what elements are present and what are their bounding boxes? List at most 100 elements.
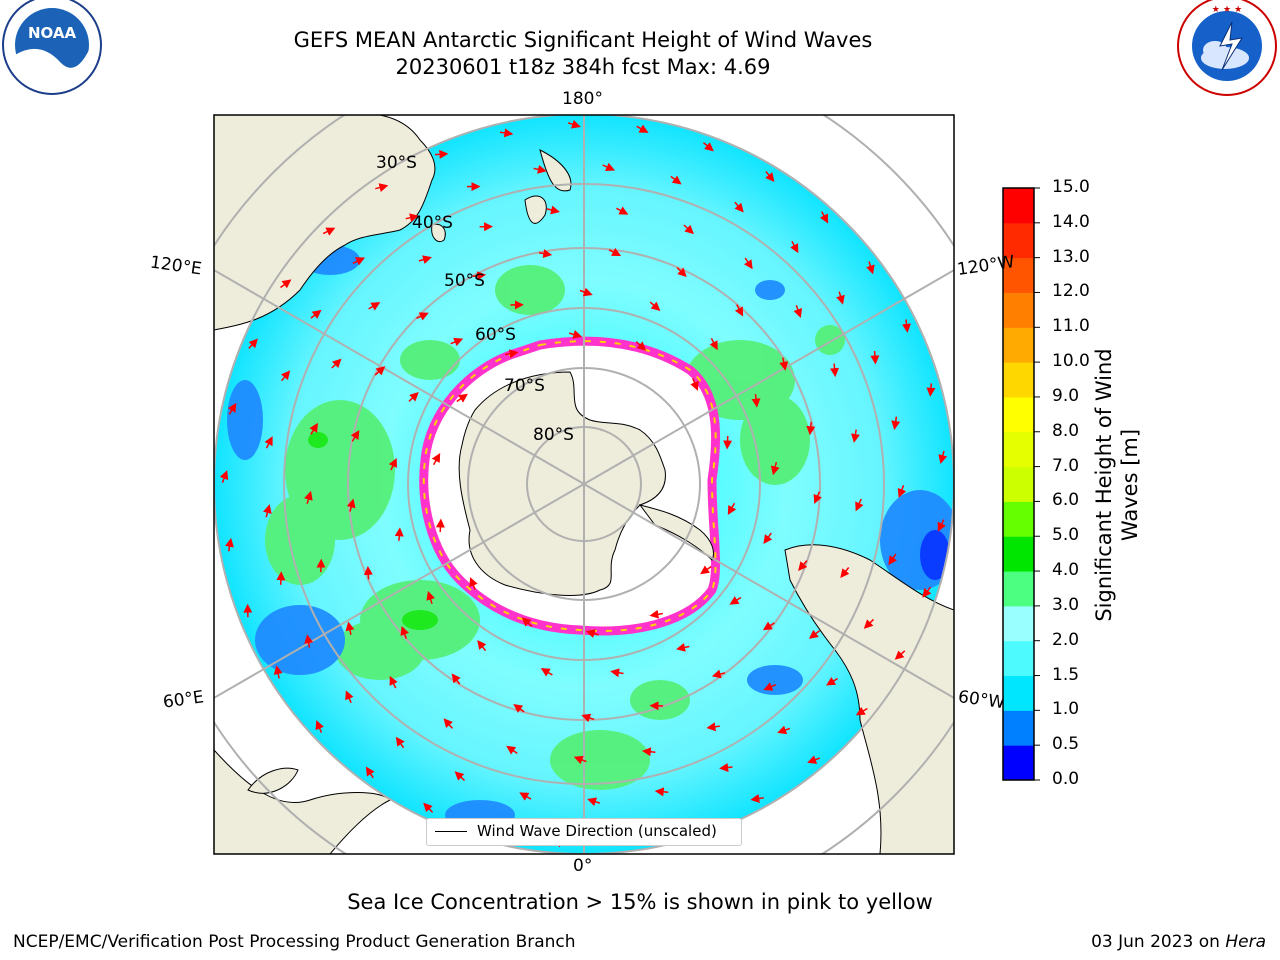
wind-wave-arrow	[273, 665, 283, 679]
antarctica-landmass	[458, 371, 666, 596]
map-legend: Wind Wave Direction (unscaled)	[426, 818, 742, 846]
wind-wave-arrow	[706, 722, 720, 732]
legend-line-swatch	[435, 831, 467, 832]
wind-wave-arrow	[897, 485, 907, 498]
wind-wave-arrow	[499, 128, 514, 138]
chart-subtitle: 20230601 t18z 384h fcst Max: 4.69	[395, 55, 771, 79]
wind-wave-arrow	[423, 802, 434, 813]
wind-wave-arrow	[434, 149, 449, 159]
wind-wave-arrow	[922, 586, 932, 598]
wind-wave-arrow	[826, 677, 838, 686]
wind-wave-arrow	[855, 706, 868, 716]
wind-wave-arrow	[798, 560, 808, 571]
wind-wave-arrow	[723, 435, 733, 450]
wind-wave-arrow	[700, 565, 712, 575]
wind-wave-arrow	[345, 621, 355, 635]
wind-wave-arrow	[394, 527, 404, 541]
colorbar-tick-label: 3.0	[1052, 594, 1080, 615]
wind-wave-arrow	[416, 312, 429, 321]
wind-wave-arrow	[863, 618, 875, 629]
footer-host: Hera	[1225, 932, 1266, 952]
colorbar-segment	[1003, 292, 1034, 328]
wind-wave-arrow	[830, 363, 839, 378]
sea-ice-caption: Sea Ice Concentration > 15% is shown in …	[347, 890, 933, 914]
colorbar-tick-label: 13.0	[1052, 246, 1090, 267]
wind-wave-arrow	[790, 240, 799, 254]
wind-wave-arrow	[346, 498, 356, 512]
colorbar-tick-label: 10.0	[1052, 351, 1090, 372]
wind-wave-arrow	[443, 718, 453, 729]
colorbar-segment	[1003, 327, 1034, 363]
wind-wave-arrow	[435, 518, 445, 533]
wind-wave-arrow	[779, 357, 789, 371]
antarctic-peninsula	[638, 504, 714, 561]
wind-wave-arrow	[855, 498, 864, 512]
wind-wave-arrow	[840, 567, 850, 579]
wind-wave-arrow	[926, 383, 936, 397]
wind-wave-arrow	[322, 227, 336, 236]
wind-wave-arrow	[426, 590, 435, 605]
wind-wave-arrow	[368, 302, 381, 311]
wind-wave-arrow	[350, 429, 360, 442]
wind-wave-arrow	[280, 370, 291, 382]
wind-wave-arrow	[727, 502, 737, 516]
wind-wave-arrow	[567, 119, 581, 129]
wind-wave-arrows	[219, 119, 948, 848]
wind-wave-arrow	[472, 271, 487, 281]
wind-wave-arrow	[375, 183, 389, 192]
wind-wave-arrow	[573, 755, 587, 765]
nws-logo: ★ ★ ★	[1177, 0, 1277, 96]
australia	[214, 115, 436, 331]
wind-wave-arrow	[734, 201, 744, 213]
wind-wave-arrow	[765, 171, 775, 182]
wind-wave-arrow	[602, 162, 616, 171]
colorbar-tick-label: 9.0	[1052, 385, 1080, 406]
wind-wave-arrow	[505, 349, 519, 359]
wind-wave-arrow	[315, 720, 324, 733]
colorbar-segment	[1003, 536, 1034, 572]
colorbar-segment	[1003, 362, 1034, 398]
tasmania	[431, 223, 446, 243]
noaa-logo-text: NOAA	[28, 24, 77, 42]
wind-wave-arrow	[894, 650, 906, 660]
colorbar-segment	[1003, 745, 1034, 781]
wind-wave-arrow	[310, 309, 322, 319]
wind-wave-arrow	[711, 669, 726, 679]
wind-wave-arrow	[763, 682, 777, 691]
colorbar-tick-label: 0.0	[1052, 769, 1080, 789]
wind-wave-arrow	[365, 766, 375, 779]
colorbar-segment	[1003, 501, 1034, 537]
wind-wave-arrow	[581, 713, 595, 723]
map-frame	[213, 114, 955, 855]
wave-height-field	[227, 245, 954, 830]
wind-wave-arrow	[938, 450, 948, 464]
wind-wave-arrow	[304, 490, 313, 505]
footer-date: 03 Jun 2023 on Hera	[1091, 932, 1266, 952]
svg-text:★ ★ ★: ★ ★ ★	[1212, 5, 1242, 15]
wind-wave-arrow	[751, 394, 761, 408]
wind-wave-arrow	[309, 422, 318, 435]
wind-wave-arrow	[579, 287, 593, 297]
lon-label-0: 0°	[573, 856, 593, 876]
wind-wave-arrow	[750, 794, 764, 803]
wind-wave-arrow	[836, 291, 845, 305]
wind-wave-arrow	[641, 747, 656, 757]
colorbar-tick-label: 2.0	[1052, 629, 1080, 650]
wind-wave-arrow	[519, 792, 532, 801]
wind-wave-arrow	[743, 257, 753, 270]
colorbar-segment	[1003, 675, 1034, 711]
wind-wave-arrow	[450, 337, 464, 347]
wind-wave-arrow	[587, 797, 601, 807]
wind-wave-arrow	[418, 255, 432, 264]
lat-label-80s: 80°S	[533, 425, 574, 445]
wind-wave-arrow	[469, 577, 478, 590]
wind-wave-arrow	[546, 205, 560, 215]
colorbar-tick-label: 4.0	[1052, 560, 1080, 581]
wind-wave-arrow	[608, 247, 622, 256]
wind-wave-arrow	[227, 402, 237, 415]
colorbar-segment	[1003, 710, 1034, 746]
wind-wave-arrow	[451, 673, 461, 685]
colorbar	[1003, 187, 1040, 781]
wind-wave-arrow	[304, 634, 314, 648]
colorbar-segment	[1003, 431, 1034, 468]
